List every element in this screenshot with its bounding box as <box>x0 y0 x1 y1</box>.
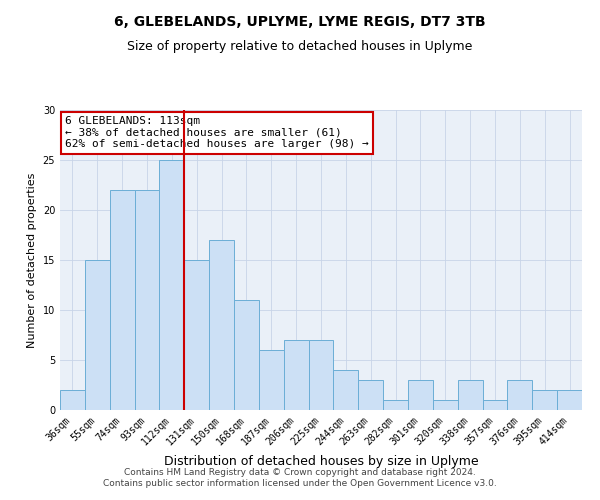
Bar <box>334 370 358 410</box>
Bar <box>134 190 160 410</box>
Bar <box>184 260 209 410</box>
Y-axis label: Number of detached properties: Number of detached properties <box>27 172 37 348</box>
Bar <box>408 380 433 410</box>
Bar <box>358 380 383 410</box>
Bar <box>85 260 110 410</box>
Text: 6, GLEBELANDS, UPLYME, LYME REGIS, DT7 3TB: 6, GLEBELANDS, UPLYME, LYME REGIS, DT7 3… <box>114 15 486 29</box>
Bar <box>284 340 308 410</box>
Bar <box>458 380 482 410</box>
Bar <box>383 400 408 410</box>
Bar <box>308 340 334 410</box>
Bar <box>532 390 557 410</box>
Bar <box>160 160 184 410</box>
Bar <box>209 240 234 410</box>
Bar <box>433 400 458 410</box>
Bar <box>110 190 134 410</box>
Bar <box>557 390 582 410</box>
Bar <box>259 350 284 410</box>
Text: Contains HM Land Registry data © Crown copyright and database right 2024.
Contai: Contains HM Land Registry data © Crown c… <box>103 468 497 487</box>
Text: 6 GLEBELANDS: 113sqm
← 38% of detached houses are smaller (61)
62% of semi-detac: 6 GLEBELANDS: 113sqm ← 38% of detached h… <box>65 116 369 149</box>
Bar <box>234 300 259 410</box>
Bar <box>508 380 532 410</box>
X-axis label: Distribution of detached houses by size in Uplyme: Distribution of detached houses by size … <box>164 455 478 468</box>
Text: Size of property relative to detached houses in Uplyme: Size of property relative to detached ho… <box>127 40 473 53</box>
Bar <box>60 390 85 410</box>
Bar <box>482 400 508 410</box>
